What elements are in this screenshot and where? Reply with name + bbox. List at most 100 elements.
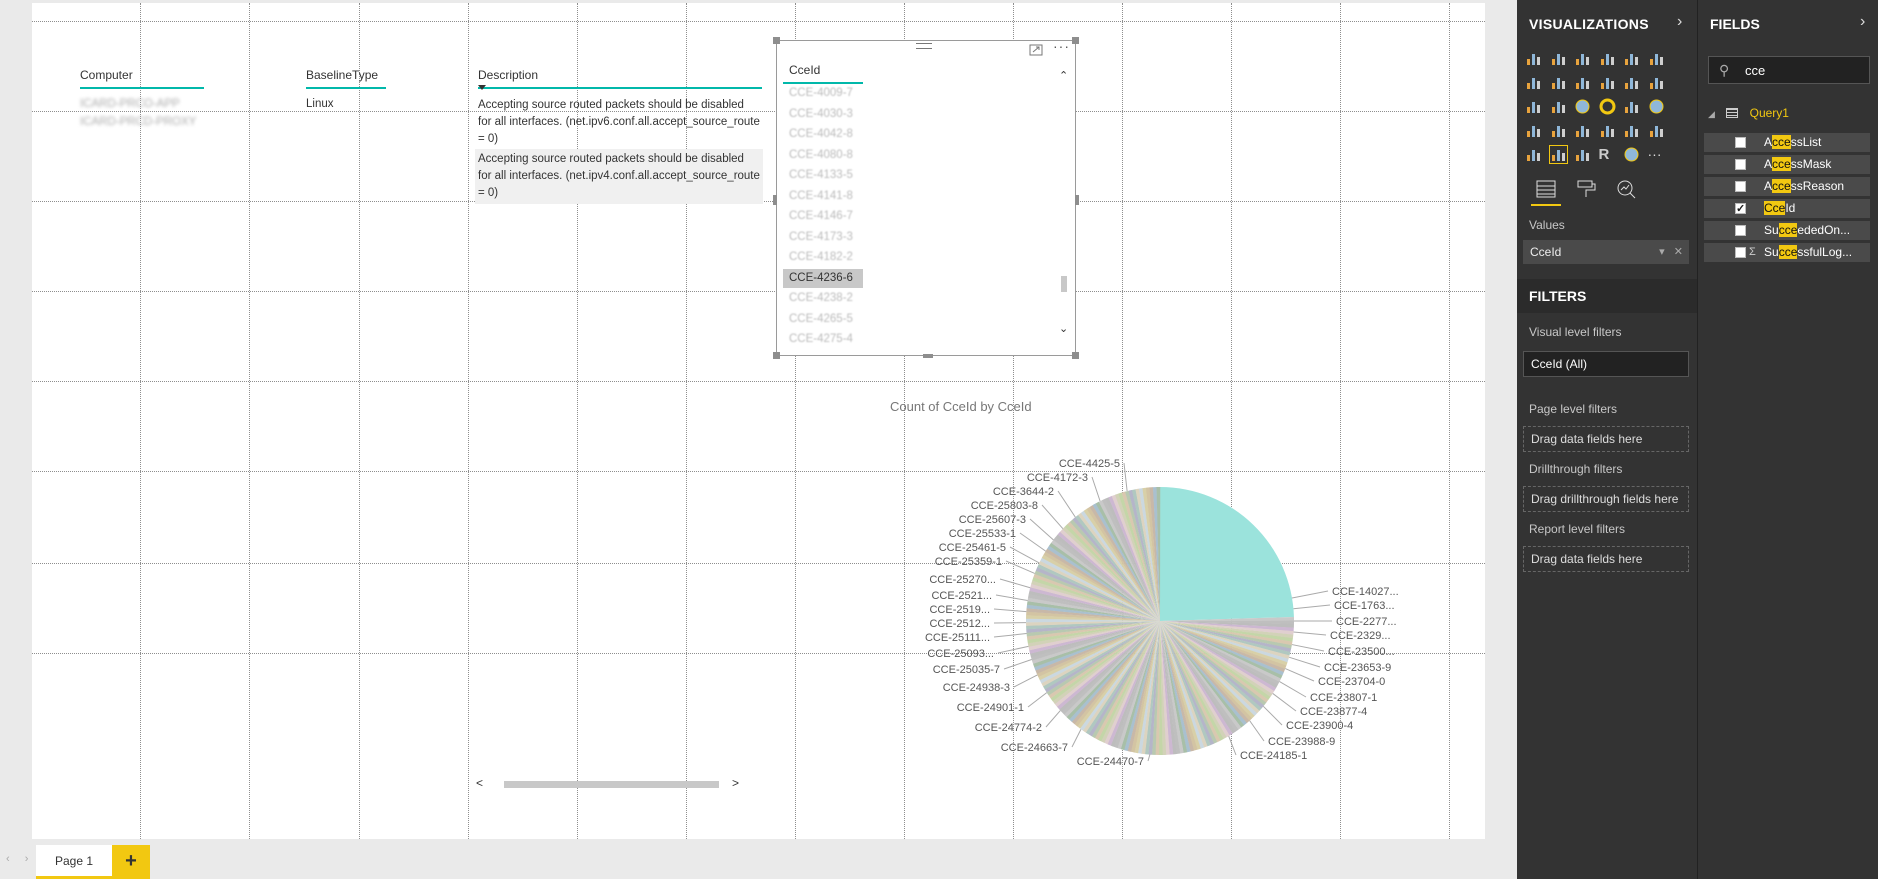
pie-slice[interactable] [1035, 567, 1160, 621]
pie-slice[interactable] [1160, 621, 1201, 750]
drag-grip-icon[interactable] [916, 43, 932, 49]
pie-slice[interactable] [1026, 618, 1160, 623]
field-item[interactable]: AccessReason [1704, 177, 1870, 196]
pie-chart[interactable]: CCE-4425-5 CCE-4172-3 CCE-3644-2 CCE-25803-… [872, 443, 1412, 783]
pie-slice[interactable] [1160, 621, 1218, 744]
pie-slice[interactable] [1160, 621, 1277, 692]
pie-slice[interactable] [1158, 621, 1163, 756]
pie-slice[interactable] [1057, 531, 1160, 621]
pie-slice[interactable] [1039, 621, 1160, 684]
field-item[interactable]: SucceededOn... [1704, 221, 1870, 240]
line-chart-icon[interactable] [1525, 74, 1542, 91]
pie-slice[interactable] [1062, 526, 1160, 621]
treemap-icon[interactable] [1623, 98, 1640, 115]
kpi-icon[interactable] [1648, 122, 1665, 139]
resize-handle[interactable] [773, 352, 780, 359]
resize-handle[interactable] [773, 195, 777, 205]
field-item[interactable]: AccessMask [1704, 155, 1870, 174]
pie-slice[interactable] [1097, 621, 1160, 742]
pie-slice[interactable] [1080, 510, 1160, 621]
pie-slice[interactable] [1051, 539, 1160, 621]
column-header-description[interactable]: Description [478, 68, 762, 89]
pie-slice[interactable] [1026, 621, 1160, 630]
collapse-icon[interactable]: ◢ [1708, 109, 1715, 119]
pie-slice[interactable] [1160, 621, 1198, 751]
line-clustered-icon[interactable] [1623, 74, 1640, 91]
cceid-slicer[interactable]: ··· CceId CCE-4009-7 CCE-4030-3 CCE-4042-8… [773, 37, 1079, 359]
pie-slice[interactable] [1041, 554, 1160, 621]
donut-icon[interactable] [1599, 98, 1616, 115]
drillthrough-drop-zone[interactable]: Drag drillthrough fields here [1523, 486, 1689, 512]
pie-slice[interactable] [1033, 573, 1160, 621]
report-filter-drop-zone[interactable]: Drag data fields here [1523, 546, 1689, 572]
pie-slice[interactable] [1160, 487, 1294, 621]
pie-slice[interactable] [1160, 621, 1221, 743]
pie-slice[interactable] [1135, 488, 1160, 621]
pie-slice[interactable] [1160, 621, 1265, 709]
pie-slice[interactable] [1083, 508, 1160, 621]
pie-slice[interactable] [1034, 621, 1160, 671]
pie-chart-icon[interactable] [1574, 98, 1591, 115]
pie-slice[interactable] [1072, 517, 1160, 621]
page-filter-drop-zone[interactable]: Drag data fields here [1523, 426, 1689, 452]
pie-slice[interactable] [1061, 621, 1160, 715]
pie-slice[interactable] [1160, 621, 1287, 670]
pie-slice[interactable] [1032, 621, 1160, 668]
pie-slice[interactable] [1028, 621, 1160, 651]
pie-slice[interactable] [1160, 621, 1255, 719]
visual-filter-cceid[interactable]: CceId (All) [1523, 351, 1689, 377]
100-bar-icon[interactable] [1623, 50, 1640, 67]
pie-slice[interactable] [1110, 621, 1160, 747]
pie-slice[interactable] [1092, 503, 1160, 621]
page-tab-1[interactable]: Page 1 [36, 845, 112, 879]
pie-slice[interactable] [1030, 621, 1160, 658]
field-checkbox[interactable] [1735, 200, 1746, 219]
pie-slice[interactable] [1160, 621, 1267, 706]
slicer-item[interactable]: CCE-4173-3 [789, 230, 853, 243]
map-icon[interactable] [1648, 98, 1665, 115]
arcgis-icon[interactable] [1623, 146, 1640, 163]
pie-slice[interactable] [1160, 621, 1184, 754]
more-options-icon[interactable]: ··· [1053, 38, 1070, 54]
multirow-card-icon[interactable] [1623, 122, 1640, 139]
fields-search[interactable]: ⚲ [1708, 56, 1870, 84]
pie-slice[interactable] [1085, 621, 1160, 735]
pie-slice[interactable] [1160, 621, 1236, 734]
pie-slice[interactable] [1145, 487, 1160, 621]
scroll-thumb[interactable] [1061, 276, 1067, 292]
pie-slice[interactable] [1131, 489, 1160, 621]
pie-slice[interactable] [1041, 621, 1160, 687]
r-visual-icon[interactable]: R [1598, 146, 1610, 163]
pie-slice[interactable] [1086, 506, 1160, 621]
pie-slice[interactable] [1160, 621, 1177, 755]
pie-slice[interactable] [1160, 621, 1271, 701]
pie-slice[interactable] [1160, 621, 1258, 717]
matrix-icon[interactable] [1574, 146, 1591, 163]
pie-slice[interactable] [1037, 563, 1160, 621]
chevron-right-icon[interactable]: › [1677, 13, 1683, 30]
pie-slice[interactable] [1160, 621, 1174, 755]
scroll-left-icon[interactable]: < [476, 776, 484, 790]
page-nav-arrows[interactable]: ‹ › [6, 853, 35, 865]
slicer-item[interactable]: CCE-4042-8 [789, 128, 853, 140]
pie-slice[interactable] [1160, 621, 1278, 689]
pie-slice[interactable] [1066, 621, 1160, 720]
pie-slice[interactable] [1160, 621, 1211, 747]
field-checkbox[interactable] [1735, 137, 1746, 148]
area-chart-icon[interactable] [1550, 74, 1567, 91]
pie-slice[interactable] [1059, 529, 1160, 621]
pie-slice[interactable] [1045, 548, 1160, 621]
pie-slice[interactable] [1026, 621, 1160, 626]
pie-slice[interactable] [1049, 542, 1160, 621]
pie-slice[interactable] [1160, 621, 1215, 746]
resize-handle[interactable] [923, 354, 933, 358]
pie-slice[interactable] [1160, 621, 1290, 660]
slicer-item[interactable]: CCE-4146-7 [789, 210, 853, 222]
slicer-item[interactable]: CCE-4236-6 [783, 268, 863, 288]
pie-slice[interactable] [1160, 621, 1280, 686]
pie-slice[interactable] [1075, 514, 1160, 621]
pie-slice[interactable] [1108, 495, 1160, 621]
pie-slice[interactable] [1031, 621, 1160, 664]
focus-mode-icon[interactable] [1029, 44, 1043, 56]
pie-slice[interactable] [1160, 621, 1205, 749]
